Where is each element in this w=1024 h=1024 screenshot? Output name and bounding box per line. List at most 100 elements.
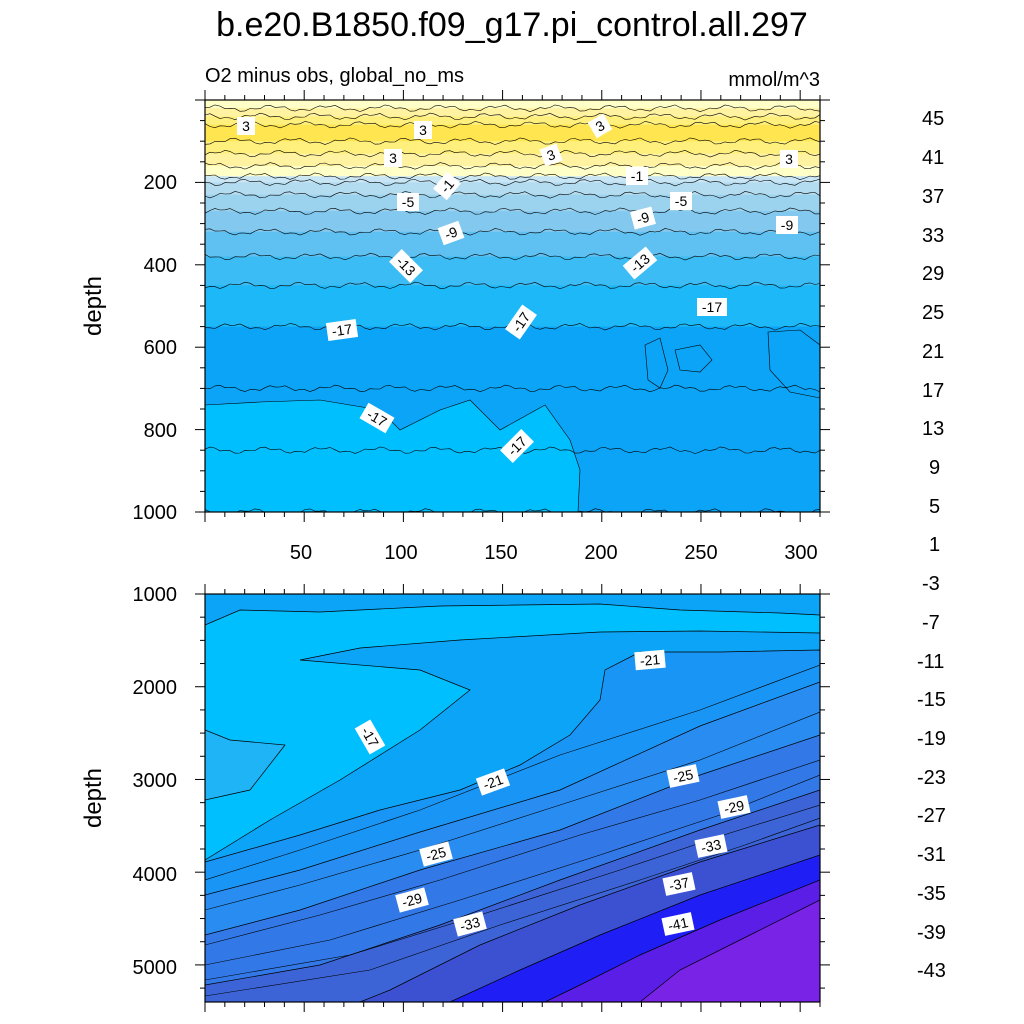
top-bands: [205, 100, 820, 512]
xtick-100: 100: [384, 542, 417, 564]
top-contour-line: [205, 149, 820, 158]
bottom-label-m25b: -25: [419, 841, 453, 867]
top-band: [205, 141, 820, 155]
top-band: [205, 153, 820, 167]
top-region-patch: [767, 329, 820, 399]
cbar-label-m15: -15: [917, 689, 946, 711]
svg-text:3: 3: [389, 150, 397, 166]
top-band: [205, 100, 820, 109]
svg-text:-1: -1: [631, 168, 644, 184]
top-ytick-400: 400: [144, 255, 177, 277]
top-band: [205, 108, 820, 117]
cbar-label-25: 25: [922, 302, 944, 324]
svg-text:-25: -25: [671, 766, 694, 786]
units-label: mmol/m^3: [728, 69, 820, 91]
bottom-label-m37: -37: [662, 872, 696, 896]
cbar-label-9: 9: [929, 457, 940, 479]
bottom-frame: [204, 593, 821, 1003]
top-band: [205, 124, 820, 142]
svg-text:-21: -21: [481, 771, 506, 793]
svg-text:-17: -17: [702, 299, 722, 315]
svg-text:-17: -17: [331, 321, 353, 340]
top-contour-lines: [205, 104, 820, 512]
cbar-label-m27: -27: [917, 805, 946, 827]
top-contour-line: [205, 207, 820, 216]
xtick-200: 200: [584, 542, 617, 564]
top-label-m17c: -17: [505, 304, 537, 340]
svg-text:-33: -33: [458, 914, 482, 935]
bottom-label-m21b: -21: [475, 768, 511, 796]
cbar-label-m3: -3: [922, 573, 940, 595]
cbar-label-5: 5: [929, 496, 940, 518]
bottom-label-m21a: -21: [634, 649, 666, 671]
bottom-ticks: [195, 584, 830, 1012]
top-band: [205, 256, 820, 286]
cbar-label-45: 45: [922, 108, 944, 130]
top-label-m9b: -9: [630, 206, 656, 230]
top-contour-line: [205, 191, 820, 199]
top-band: [205, 194, 820, 212]
xtick-150: 150: [484, 542, 517, 564]
bottom-region-m43: [639, 899, 820, 1002]
bottom-label-m29a: -29: [717, 795, 751, 819]
top-ylabel: depth: [80, 276, 107, 336]
svg-text:-37: -37: [667, 874, 690, 894]
top-contour-line: [205, 508, 820, 512]
bottom-label-m25a: -25: [666, 764, 700, 788]
top-label-m1b: -1: [626, 167, 648, 185]
cbar-label-21: 21: [922, 341, 944, 363]
bottom-label-m33a: -33: [694, 834, 728, 858]
top-label-3b: 3: [414, 121, 432, 139]
xtick-50: 50: [290, 542, 312, 564]
top-contour-line: [205, 137, 820, 146]
svg-text:-33: -33: [699, 836, 722, 856]
cbar-label-m11: -11: [917, 651, 944, 673]
cbar-label-1: 1: [929, 534, 940, 556]
chart-title: b.e20.B1850.f09_g17.pi_control.all.297: [216, 6, 808, 44]
bottom-ylabel: depth: [80, 768, 107, 828]
cbar-label-33: 33: [922, 225, 944, 247]
cbar-label-17: 17: [922, 380, 944, 402]
cbar-label-m35: -35: [917, 883, 946, 905]
svg-text:-9: -9: [442, 223, 459, 242]
top-label-3d: 3: [384, 149, 402, 167]
cbar-label-m7: -7: [922, 612, 940, 634]
svg-text:3: 3: [242, 118, 250, 134]
top-ytick-200: 200: [144, 172, 177, 194]
top-band: [205, 176, 820, 183]
xtick-250: 250: [684, 542, 717, 564]
svg-text:-5: -5: [675, 193, 688, 209]
top-contour-line: [205, 121, 820, 129]
cbar-label-41: 41: [922, 147, 944, 169]
cbar-label-m43: -43: [917, 960, 946, 982]
top-band: [205, 165, 820, 177]
top-label-m17b: -17: [325, 318, 359, 342]
bottom-ytick-5000: 5000: [133, 957, 178, 979]
top-band: [205, 231, 820, 258]
top-label-m5a: -5: [397, 193, 419, 211]
bottom-ytick-3000: 3000: [133, 770, 178, 792]
top-region-deep: [205, 399, 581, 512]
top-label-m9a: -9: [437, 220, 465, 246]
bottom-label-m33b: -33: [453, 911, 487, 937]
bottom-label-m41: -41: [661, 912, 695, 936]
top-contour-line: [205, 384, 820, 393]
top-label-m1a: -1: [433, 171, 461, 201]
svg-text:-41: -41: [666, 914, 689, 934]
top-contour-line: [205, 172, 820, 181]
top-label-3e: 3: [539, 143, 563, 167]
top-contour-line: [205, 281, 820, 290]
colorbar-labels: 45 41 37 33 29 25 21 17 13 9 5 1 -3 -7 -…: [917, 108, 946, 982]
top-label-m9c: -9: [776, 216, 798, 234]
top-ticks: [195, 90, 830, 522]
top-contour-line: [205, 112, 820, 121]
top-band: [205, 116, 820, 126]
top-ytick-1000: 1000: [133, 502, 178, 524]
top-ytick-600: 600: [144, 337, 177, 359]
svg-text:3: 3: [785, 151, 793, 167]
top-contour-line: [205, 104, 820, 113]
bottom-ytick-4000: 4000: [133, 864, 178, 886]
top-contour-line: [205, 178, 820, 187]
top-band: [205, 182, 820, 196]
